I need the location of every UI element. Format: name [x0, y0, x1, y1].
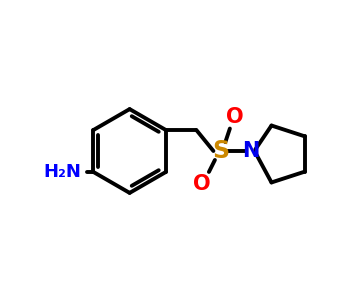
- Text: N: N: [242, 141, 260, 161]
- Text: O: O: [226, 107, 243, 127]
- Text: H₂N: H₂N: [44, 163, 81, 181]
- Text: S: S: [212, 139, 230, 163]
- Text: O: O: [193, 174, 210, 194]
